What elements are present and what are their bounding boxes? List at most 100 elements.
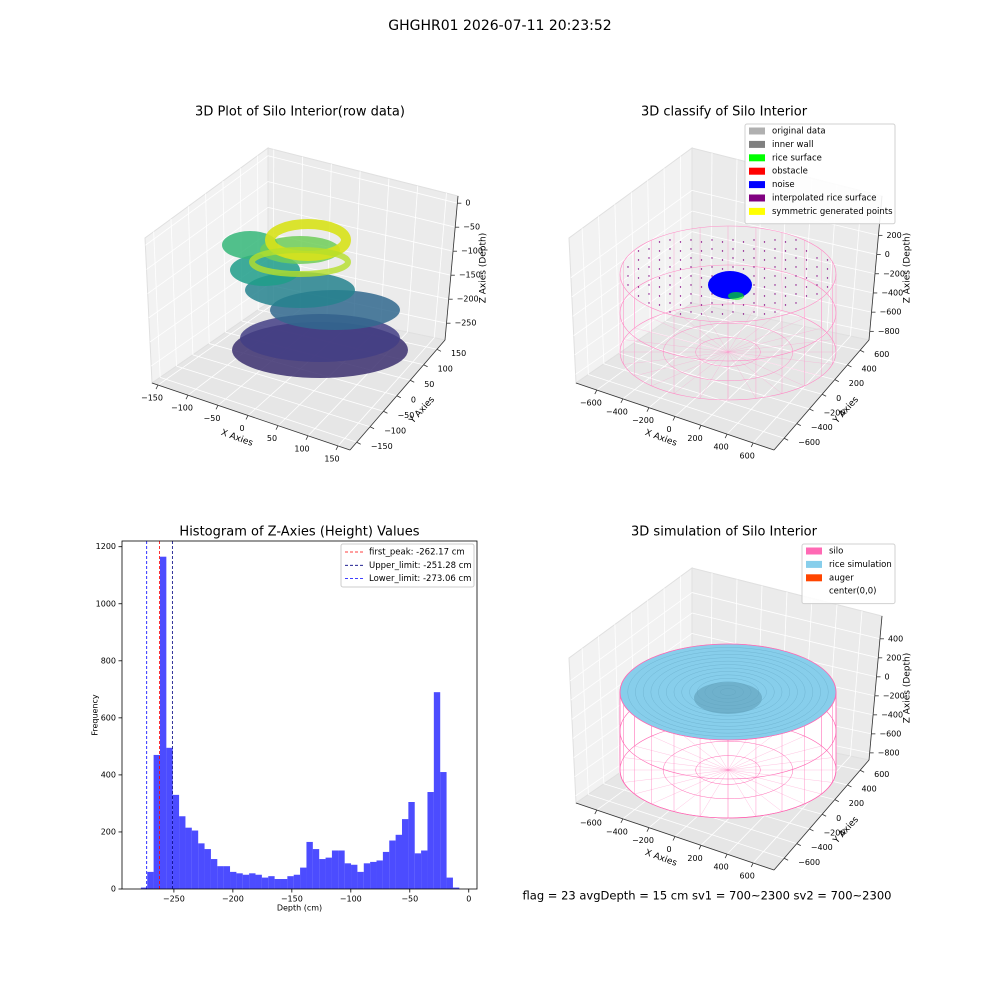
surface-point [669,284,671,286]
silo-wire [727,310,783,353]
surface-point [784,268,787,270]
y-tick-label: −200 [823,828,845,837]
surface-point [711,266,713,268]
legend-label: center(0,0) [829,587,877,597]
surface-point [690,311,692,313]
grid-line [569,592,693,682]
x-tick-label: −200 [632,416,654,425]
histogram-bar [147,871,154,889]
surface-point [763,241,766,243]
silo-ring [619,303,837,401]
silo-wire [699,351,729,399]
plot-frame [121,540,478,890]
surface-point [805,286,808,288]
grid-line [157,303,274,386]
x-tick-label: −250 [163,895,185,904]
grid-line [337,337,435,447]
legend-label: interpolated rice surface [772,194,877,204]
surface-point [669,239,671,241]
x-tick-label: −400 [606,827,628,836]
silo-wire [634,769,729,795]
z-tick-label: −250 [455,319,477,328]
histogram-bar [255,874,262,889]
grid-line [267,207,454,252]
surface-point [784,250,787,252]
y-tick-label: −600 [798,858,820,867]
histogram-bar [293,874,301,889]
grid-line [614,624,620,774]
tick-mark [410,379,415,383]
tick-mark [698,845,702,850]
surface-point [742,313,745,315]
y-tick-label: −50 [397,411,414,420]
surface-point [826,277,829,279]
surface-point [826,286,829,288]
legend-label: obstacle [772,167,808,177]
surface-mesh [627,647,829,737]
silo-ring [695,337,761,367]
grid-line [575,293,693,375]
histogram-bar [223,866,231,889]
legend-swatch [749,181,765,189]
legend-swatch [806,547,822,555]
grid-line [145,155,269,246]
grid-line [596,306,711,391]
z-tick-label: −800 [878,748,900,757]
grid-line [146,181,269,270]
tick-mark [646,407,650,412]
x-tick-label: −150 [141,394,163,403]
surface-point [753,257,755,259]
surface-point [711,293,713,295]
legend-swatch [749,127,765,135]
surface-point [795,275,797,277]
tick-mark [335,445,339,451]
grid-line [570,612,693,701]
surface-mesh [635,650,821,734]
surface-point [700,241,703,243]
surface-point [742,241,745,243]
panel-title: 3D classify of Silo Interior [641,105,808,120]
grid-line [691,231,876,275]
legend-box [744,123,896,225]
y-tick-label: −400 [811,423,833,432]
legend-swatch [749,154,765,162]
surface-point [763,286,766,288]
grid-line [433,193,447,338]
panel-title: Histogram of Z-Axies (Height) Values [179,525,419,540]
surface-point [700,304,703,306]
surface-point [669,266,671,268]
surface-point [795,257,797,259]
histogram-bar [427,792,434,889]
surface-point [669,293,671,295]
surface-point [679,250,682,252]
grid-line [614,204,620,354]
surface-point [774,311,776,313]
surface-point [690,302,692,304]
histogram-bar [198,843,205,889]
surface-point [721,268,724,270]
tick-mark [594,389,598,395]
surface-point [795,293,797,295]
grid-line [588,794,785,859]
surface-point [648,257,650,259]
y-tick-label: 150 [451,349,466,358]
surface-mesh [658,660,798,724]
grid-line [630,192,636,343]
z-tick-label: 400 [888,634,903,643]
surface-point [774,302,776,304]
z-tick-label: 200 [886,653,901,662]
grid-line [622,311,735,400]
tick-mark [672,836,676,841]
x-tick-label: 200 [687,854,702,863]
histogram-bar [274,879,281,889]
histogram-bar [280,879,288,889]
z-tick-label: 0 [465,199,470,208]
surface-point [648,284,650,286]
surface-point [753,302,755,304]
surface-point [627,284,629,286]
surface-point [658,268,661,270]
surface-point [637,268,640,270]
silo-wire [673,351,729,394]
noise-cluster [708,271,752,299]
surface-point [763,277,766,279]
